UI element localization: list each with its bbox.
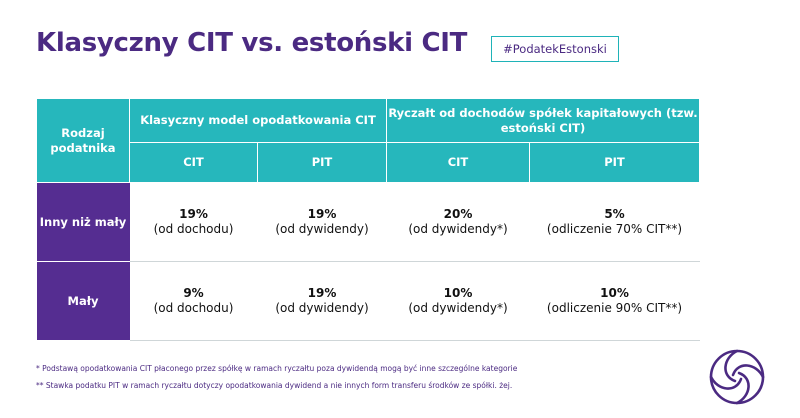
table-cell: 10% (odliczenie 90% CIT**): [529, 261, 700, 341]
row-label-other-than-small: Inny niż mały: [36, 182, 130, 262]
cell-note: (odliczenie 90% CIT**): [546, 301, 683, 315]
table-cell: 19% (od dochodu): [129, 182, 258, 262]
table-cell: 9% (od dochodu): [129, 261, 258, 341]
table-cell: 5% (odliczenie 70% CIT**): [529, 182, 700, 262]
footnote-2: ** Stawka podatku PIT w ramach ryczałtu …: [36, 381, 513, 390]
subheader-estonian-pit: PIT: [529, 142, 700, 183]
table-cell: 20% (od dywidendy*): [386, 182, 530, 262]
table-row: Mały 9% (od dochodu) 19% (od dywidendy) …: [36, 261, 700, 341]
cell-note: (od dochodu): [153, 222, 234, 236]
cell-rate: 10%: [600, 286, 629, 300]
comparison-table: Rodzaj podatnika Klasyczny model opodatk…: [36, 98, 700, 341]
cell-rate: 9%: [183, 286, 204, 300]
header-estonian-cit: Ryczałt od dochodów spółek kapitałowych …: [386, 98, 700, 143]
hashtag-badge: #PodatekEstonski: [491, 36, 619, 62]
cell-rate: 20%: [443, 207, 473, 221]
table-cell: 19% (od dywidendy): [257, 261, 387, 341]
cell-rate: 10%: [443, 286, 473, 300]
cell-rate: 19%: [179, 207, 208, 221]
cell-rate: 19%: [307, 286, 337, 300]
footnotes: * Podstawą opodatkowania CIT płaconego p…: [36, 360, 517, 394]
swirl-logo-icon: [709, 349, 765, 405]
cell-note: (od dywidendy): [275, 301, 369, 315]
cell-note: (od dochodu): [153, 301, 234, 315]
subheader-classic-pit: PIT: [257, 142, 387, 183]
table-row: Inny niż mały 19% (od dochodu) 19% (od d…: [36, 182, 700, 262]
header-classic-model: Klasyczny model opodatkowania CIT: [129, 98, 387, 143]
cell-rate: 5%: [604, 207, 625, 221]
subheader-classic-cit: CIT: [129, 142, 258, 183]
footnote-1: * Podstawą opodatkowania CIT płaconego p…: [36, 364, 518, 373]
table-cell: 19% (od dywidendy): [257, 182, 387, 262]
header-taxpayer-type: Rodzaj podatnika: [36, 98, 130, 183]
row-label-small: Mały: [36, 261, 130, 341]
cell-rate: 19%: [307, 207, 337, 221]
page-title: Klasyczny CIT vs. estoński CIT: [36, 28, 468, 58]
table-cell: 10% (od dywidendy*): [386, 261, 530, 341]
cell-note: (od dywidendy*): [408, 301, 508, 315]
cell-note: (odliczenie 70% CIT**): [546, 222, 683, 236]
subheader-estonian-cit: CIT: [386, 142, 530, 183]
cell-note: (od dywidendy): [275, 222, 369, 236]
cell-note: (od dywidendy*): [408, 222, 508, 236]
